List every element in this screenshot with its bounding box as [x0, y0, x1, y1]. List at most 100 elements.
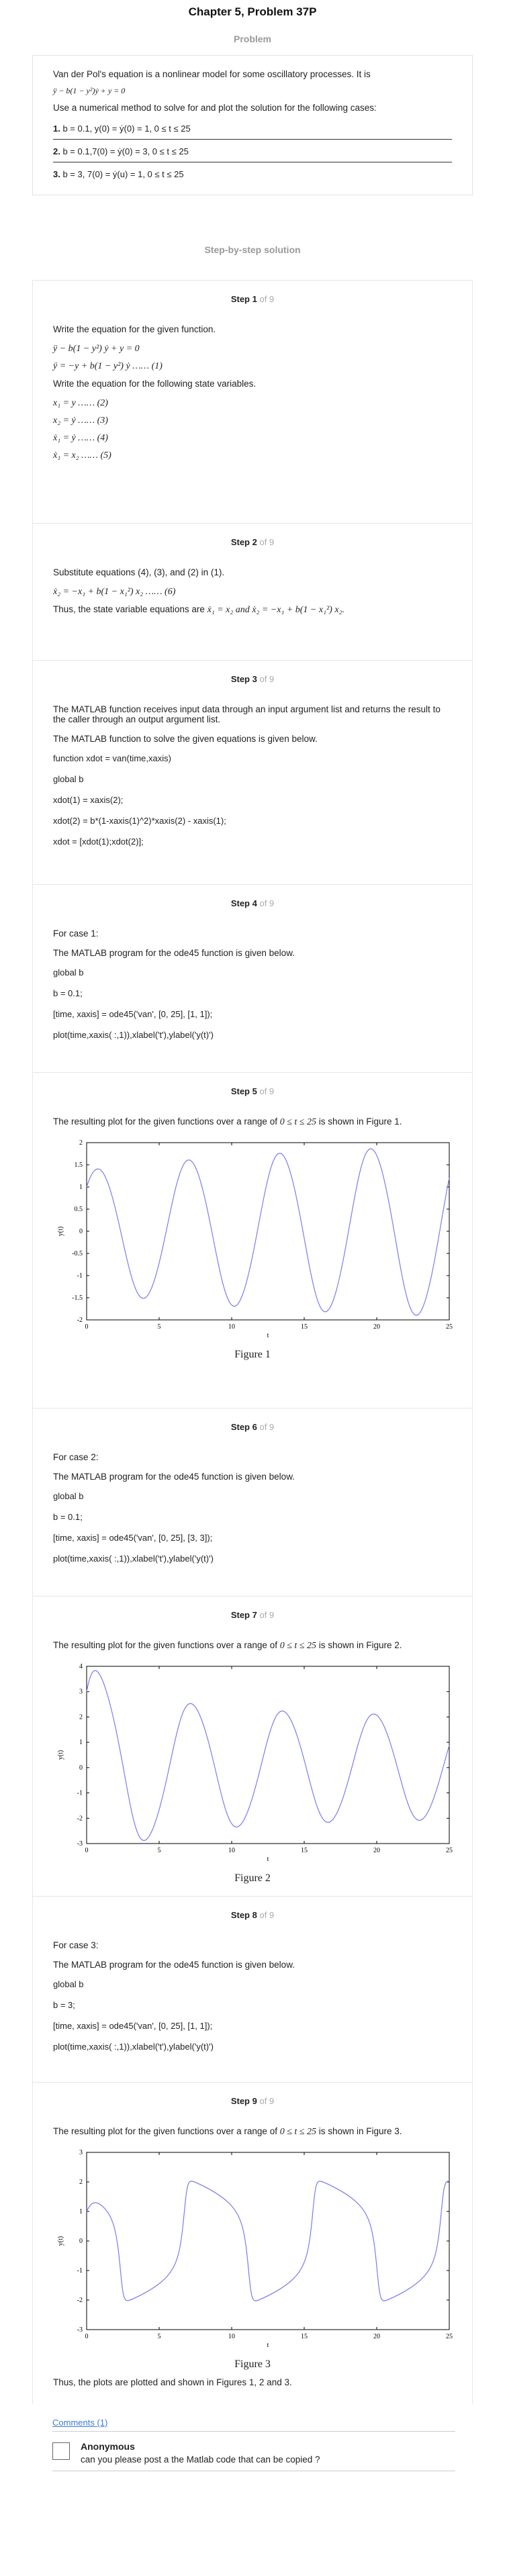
x-tick-label: 0	[85, 2333, 89, 2340]
y-tick-label: 2	[79, 1713, 83, 1721]
figure-caption: Figure 2	[234, 1872, 271, 1884]
problem-instruction: Use a numerical method to solve for and …	[53, 103, 377, 113]
y-axis-label: y(t)	[57, 2236, 64, 2246]
step-of: of 9	[259, 674, 275, 684]
case-1: 1. b = 0.1, y(0) = ẏ(0) = 1, 0 ≤ t ≤ 25	[53, 124, 191, 134]
step-of: of 9	[259, 1910, 275, 1920]
y-tick-label: 3	[79, 1688, 83, 1696]
y-tick-label: 2	[79, 2179, 83, 2186]
range: 0 ≤ t ≤ 25	[279, 2127, 316, 2137]
code-line: b = 0.1;	[53, 1512, 83, 1522]
comment-text: can you please post a the Matlab code th…	[81, 2454, 320, 2465]
equation: ÿ = −y + b(1 − y²) ẏ …… (1)	[53, 361, 163, 371]
code-line: xdot = [xdot(1);xdot(2)];	[53, 837, 144, 847]
problem-heading: Problem	[233, 34, 271, 44]
step-1: Step 1 of 9 Write the equation for the g…	[32, 280, 473, 523]
divider	[53, 139, 452, 140]
x-tick-label: 10	[228, 1847, 235, 1854]
comment-item: Anonymous can you please post a the Matl…	[52, 2431, 455, 2471]
step-text: For case 2:	[53, 1452, 99, 1462]
step-of: of 9	[259, 898, 275, 908]
y-tick-label: 0	[79, 1764, 83, 1772]
step-label: Step 4	[230, 898, 257, 908]
y-tick-label: -2	[77, 1317, 83, 1324]
series-line	[86, 2181, 450, 2301]
x-tick-label: 20	[373, 2333, 380, 2340]
plot-frame	[86, 1142, 450, 1321]
y-tick-label: 1.5	[75, 1161, 83, 1169]
step-label: Step 9	[230, 2096, 257, 2106]
step-9: Step 9 of 9 The resulting plot for the g…	[32, 2082, 473, 2404]
equation: ÿ − b(1 − y²) ẏ + y = 0	[53, 344, 140, 354]
step-3: Step 3 of 9 The MATLAB function receives…	[32, 660, 473, 884]
x-axis-label: t	[267, 1856, 269, 1862]
series-line	[86, 1670, 450, 1841]
x-tick-label: 20	[373, 1323, 380, 1331]
y-tick-label: -2	[77, 1815, 83, 1822]
x-axis-label: t	[267, 2342, 269, 2348]
y-tick-label: -3	[77, 2326, 83, 2334]
step-text: Substitute equations (4), (3), and (2) i…	[53, 567, 225, 577]
code-line: function xdot = van(time,xaxis)	[53, 753, 171, 763]
step-text: The MATLAB program for the ode45 functio…	[53, 1472, 295, 1482]
equation: x₁ = y …… (2)	[53, 398, 108, 408]
y-tick-label: -1	[77, 1790, 83, 1797]
step-text: The MATLAB function to solve the given e…	[53, 734, 318, 744]
x-tick-label: 5	[158, 1847, 161, 1854]
equation: ẋ₁ = x₂ and ẋ₂ = −x₁ + b(1 − x₁²) x₂.	[207, 605, 345, 615]
x-tick-label: 20	[373, 1847, 380, 1854]
step-label: Step 7	[230, 1610, 257, 1620]
x-axis-label: t	[267, 1332, 269, 1339]
step-text: For case 3:	[53, 1940, 99, 1950]
figure-1-chart: 0 5 10 15 20 25 2 1.5 1 0.5 0 -0.5 -1 -1.5 -2 t y(t)	[57, 1139, 453, 1339]
x-tick-label: 25	[446, 1323, 453, 1331]
step-text: is shown in Figure 1.	[318, 1116, 402, 1127]
x-tick-label: 15	[301, 1847, 308, 1854]
y-tick-label: 0	[79, 2238, 83, 2245]
x-tick-label: 0	[85, 1323, 89, 1331]
step-text: The MATLAB program for the ode45 functio…	[53, 1960, 295, 1970]
y-tick-label: 2	[79, 1139, 83, 1147]
step-label: Step 1	[230, 294, 257, 304]
x-tick-label: 25	[446, 1847, 453, 1854]
x-tick-label: 5	[158, 2333, 161, 2340]
code-line: xdot(1) = xaxis(2);	[53, 795, 124, 805]
conclusion-text: Thus, the plots are plotted and shown in…	[53, 2377, 292, 2387]
step-text: Write the equation for the following sta…	[53, 379, 257, 389]
problem-equation: ÿ − b(1 − y²)ẏ + y = 0	[53, 86, 126, 95]
step-text: The resulting plot for the given functio…	[53, 1116, 277, 1127]
step-label: Step 3	[230, 674, 257, 684]
code-line: global b	[53, 967, 84, 977]
step-6: Step 6 of 9 For case 2: The MATLAB progr…	[32, 1408, 473, 1596]
y-tick-label: 1	[79, 1739, 83, 1746]
code-line: plot(time,xaxis( :,1)),xlabel('t'),ylabe…	[53, 1030, 214, 1040]
code-line: b = 0.1;	[53, 988, 83, 998]
step-5: Step 5 of 9 The resulting plot for the g…	[32, 1072, 473, 1408]
code-line: xdot(2) = b*(1-xaxis(1)^2)*xaxis(2) - xa…	[53, 816, 226, 826]
equation: ẋ₁ = x₂ …… (5)	[53, 450, 111, 461]
y-tick-label: 4	[79, 1663, 83, 1670]
step-label: Step 5	[230, 1086, 257, 1096]
code-line: [time, xaxis] = ode45('van', [0, 25], [3…	[53, 1533, 213, 1543]
step-4: Step 4 of 9 For case 1: The MATLAB progr…	[32, 884, 473, 1072]
step-text: Write the equation for the given functio…	[53, 324, 216, 334]
x-tick-label: 5	[158, 1323, 161, 1331]
range: 0 ≤ t ≤ 25	[279, 1117, 316, 1127]
code-line: b = 3;	[53, 2000, 75, 2010]
step-text: The resulting plot for the given functio…	[53, 1640, 277, 1650]
step-8: Step 8 of 9 For case 3: The MATLAB progr…	[32, 1896, 473, 2082]
comments-link[interactable]: Comments (1)	[52, 2418, 108, 2428]
figure-caption: Figure 1	[234, 1349, 271, 1360]
step-of: of 9	[259, 537, 275, 547]
step-of: of 9	[259, 1086, 275, 1096]
y-axis-label: y(t)	[57, 1227, 64, 1236]
case-2: 2. b = 0.1,7(0) = ẏ(0) = 3, 0 ≤ t ≤ 25	[53, 146, 189, 156]
y-tick-label: 0.5	[75, 1206, 83, 1213]
step-text: Thus, the state variable equations are	[53, 604, 205, 614]
problem-box: Van der Pol's equation is a nonlinear mo…	[32, 55, 473, 195]
solution-heading: Step-by-step solution	[204, 244, 301, 255]
comment-checkbox[interactable]	[52, 2442, 70, 2460]
figure-caption: Figure 3	[234, 2358, 271, 2370]
